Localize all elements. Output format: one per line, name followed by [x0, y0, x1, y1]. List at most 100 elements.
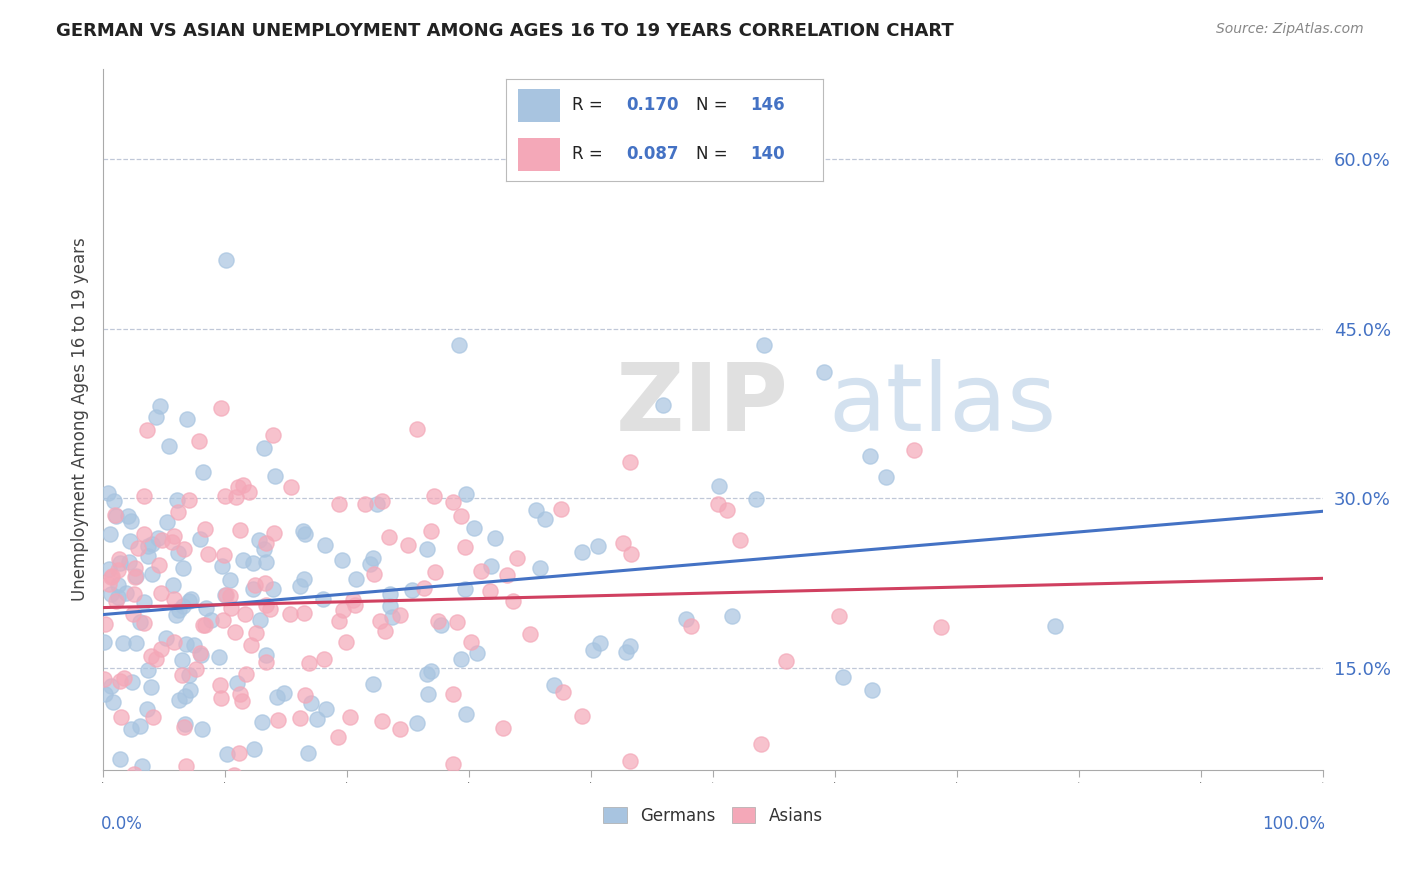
Point — [200, 613, 222, 627]
Point — [266, 690, 288, 705]
Point — [619, 639, 641, 653]
Point — [183, 638, 205, 652]
Point — [162, 578, 184, 592]
Point — [619, 455, 641, 469]
Point — [875, 470, 897, 484]
Point — [267, 713, 290, 727]
Point — [406, 716, 429, 731]
Point — [342, 593, 364, 607]
Point — [120, 514, 142, 528]
Point — [108, 674, 131, 689]
Point — [145, 651, 167, 665]
Point — [454, 487, 477, 501]
Legend: Germans, Asians: Germans, Asians — [596, 800, 830, 831]
Point — [363, 677, 385, 691]
Point — [294, 526, 316, 541]
Point — [359, 557, 381, 571]
Point — [254, 536, 277, 550]
Point — [263, 526, 285, 541]
Point — [166, 493, 188, 508]
Point — [273, 686, 295, 700]
Point — [108, 752, 131, 766]
Point — [328, 731, 350, 745]
Point — [470, 564, 492, 578]
Point — [361, 550, 384, 565]
Point — [450, 652, 472, 666]
Point — [612, 536, 634, 550]
Point — [166, 504, 188, 518]
Point — [209, 678, 232, 692]
Point — [167, 602, 190, 616]
Point — [484, 531, 506, 545]
Point — [330, 553, 353, 567]
Point — [104, 508, 127, 522]
Point — [720, 609, 742, 624]
Y-axis label: Unemployment Among Ages 16 to 19 years: Unemployment Among Ages 16 to 19 years — [72, 237, 89, 601]
Point — [174, 637, 197, 651]
Point — [136, 539, 159, 553]
Point — [256, 648, 278, 662]
Point — [238, 485, 260, 500]
Point — [98, 527, 121, 541]
Point — [832, 670, 855, 684]
Point — [174, 717, 197, 731]
Point — [344, 572, 367, 586]
Point — [328, 497, 350, 511]
Point — [332, 603, 354, 617]
Point — [170, 653, 193, 667]
Point — [396, 538, 419, 552]
Point — [124, 586, 146, 600]
Point — [775, 654, 797, 668]
Point — [132, 616, 155, 631]
Point — [370, 614, 392, 628]
Point — [162, 592, 184, 607]
Point — [242, 582, 264, 596]
Point — [211, 613, 233, 627]
Point — [217, 747, 239, 761]
Point — [110, 784, 132, 798]
Point — [211, 559, 233, 574]
Point — [176, 412, 198, 426]
Point — [107, 563, 129, 577]
Point — [419, 664, 441, 678]
Point — [589, 635, 612, 649]
Point — [245, 578, 267, 592]
Point — [103, 494, 125, 508]
Point — [245, 626, 267, 640]
Point — [381, 609, 404, 624]
Point — [228, 524, 250, 538]
Point — [97, 562, 120, 576]
Point — [250, 714, 273, 729]
Point — [194, 617, 217, 632]
Point — [859, 449, 882, 463]
Point — [173, 720, 195, 734]
Point — [136, 702, 159, 716]
Point — [93, 687, 115, 701]
Point — [571, 545, 593, 559]
Text: 0.0%: 0.0% — [101, 815, 142, 833]
Point — [191, 723, 214, 737]
Point — [388, 722, 411, 736]
Point — [187, 434, 209, 449]
Point — [214, 588, 236, 602]
Point — [222, 767, 245, 781]
Point — [524, 503, 547, 517]
Point — [163, 634, 186, 648]
Point — [416, 666, 439, 681]
Point — [706, 497, 728, 511]
Point — [93, 635, 115, 649]
Point — [259, 602, 281, 616]
Point — [551, 685, 574, 699]
Point — [450, 508, 472, 523]
Point — [401, 583, 423, 598]
Point — [288, 579, 311, 593]
Point — [231, 694, 253, 708]
Point — [586, 539, 609, 553]
Point — [141, 536, 163, 550]
Point — [228, 687, 250, 701]
Point — [441, 494, 464, 508]
Point — [214, 588, 236, 602]
Point — [233, 607, 256, 621]
Point — [125, 569, 148, 583]
Point — [479, 584, 502, 599]
